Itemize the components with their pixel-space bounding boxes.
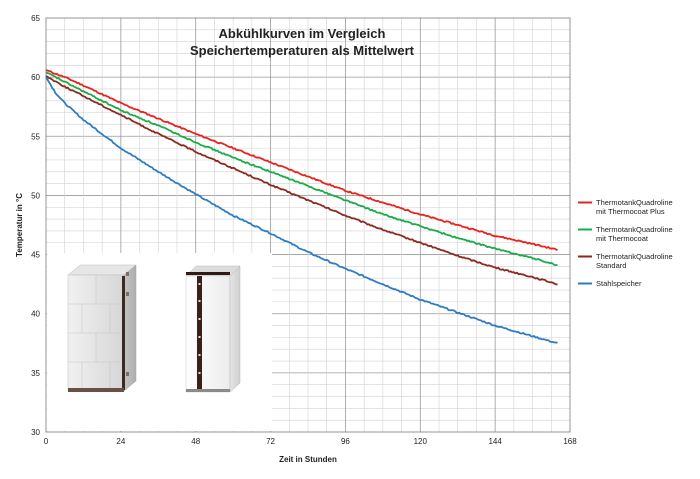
x-tick-label: 120 xyxy=(414,437,428,446)
plot-border xyxy=(45,17,571,433)
y-tick-label: 35 xyxy=(31,369,40,378)
y-tick-label: 55 xyxy=(31,132,40,141)
chart-title-line-1: Abkühlkurven im Vergleich xyxy=(219,26,386,41)
legend-label: ThermotankQuadroline xyxy=(596,252,673,261)
series-lines xyxy=(45,69,558,344)
y-tick-label: 60 xyxy=(31,73,40,82)
x-tick-label: 0 xyxy=(44,437,49,446)
y-tick-label: 45 xyxy=(31,251,40,260)
x-tick-label: 48 xyxy=(191,437,200,446)
legend-label: ThermotankQuadroline xyxy=(596,225,673,234)
series-line xyxy=(45,75,558,286)
legend-label: ThermotankQuadroline xyxy=(596,198,673,207)
x-axis-label: Zeit in Stunden xyxy=(279,455,337,464)
y-tick-label: 40 xyxy=(31,310,40,319)
legend-label: mit Thermocoat Plus xyxy=(596,207,665,216)
legend-label: Standard xyxy=(596,261,626,270)
series-line xyxy=(45,69,558,251)
legend-label: Stahlspeicher xyxy=(596,279,642,288)
y-tick-label: 50 xyxy=(31,191,40,200)
y-tick-label: 30 xyxy=(31,428,40,437)
white-tank-image xyxy=(185,265,241,393)
series-line xyxy=(45,71,558,267)
x-tick-label: 72 xyxy=(266,437,275,446)
x-tick-label: 24 xyxy=(116,437,125,446)
x-tick-label: 168 xyxy=(563,437,577,446)
x-tick-label: 144 xyxy=(488,437,502,446)
y-tick-label: 65 xyxy=(31,14,40,23)
x-tick-labels: 0 24 48 72 96 120 144 168 xyxy=(44,437,577,446)
legend-label: mit Thermocoat xyxy=(596,234,649,243)
product-photo xyxy=(47,253,272,431)
y-axis-label: Temperatur in °C xyxy=(15,193,24,257)
x-tick-label: 96 xyxy=(341,437,350,446)
y-tick-labels: 30 35 40 45 50 55 60 65 xyxy=(31,14,40,437)
chart-title-line-2: Speichertemperaturen als Mittelwert xyxy=(190,43,415,58)
series-line xyxy=(45,76,558,344)
tiled-tank-image xyxy=(67,264,137,392)
